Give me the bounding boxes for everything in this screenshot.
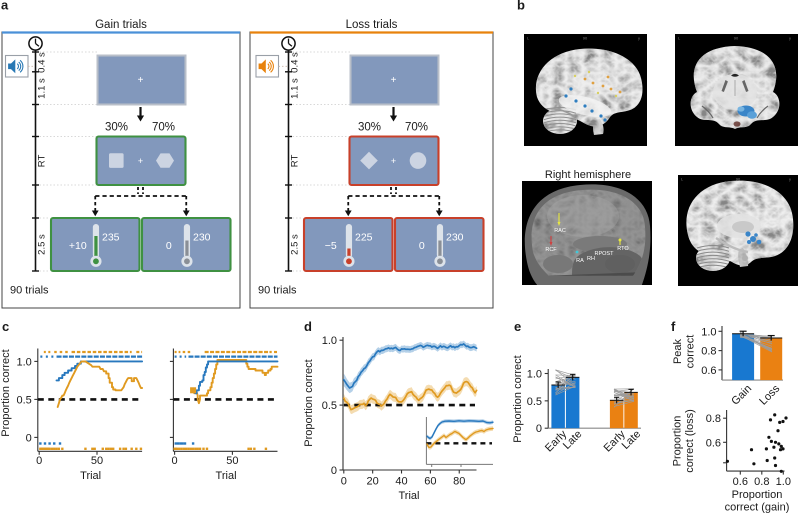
svg-text:1.0: 1.0 <box>527 369 542 381</box>
svg-text:L: L <box>527 36 530 41</box>
svg-text:+: + <box>138 75 144 86</box>
svg-text:L: L <box>681 177 684 182</box>
svg-text:90 trials: 90 trials <box>10 285 49 297</box>
svg-text:30%: 30% <box>358 122 381 134</box>
svg-text:Loss trials: Loss trials <box>346 19 398 31</box>
svg-text:d: d <box>304 319 312 334</box>
svg-text:0: 0 <box>419 240 425 252</box>
svg-text:1.0: 1.0 <box>17 356 32 368</box>
svg-text:70%: 70% <box>405 122 428 134</box>
svg-text:f: f <box>671 319 676 334</box>
svg-text:b: b <box>517 0 525 13</box>
svg-text:y: y <box>789 177 791 182</box>
svg-text:e: e <box>514 319 521 334</box>
svg-text:30%: 30% <box>105 122 128 134</box>
svg-text:230: 230 <box>446 232 464 244</box>
svg-text:RT: RT <box>290 155 301 168</box>
svg-text:1.0: 1.0 <box>701 326 716 338</box>
svg-text:Proportion: Proportion <box>732 489 783 501</box>
svg-text:0: 0 <box>26 432 32 444</box>
svg-text:0.5: 0.5 <box>527 396 542 408</box>
svg-text:L: L <box>678 36 681 41</box>
svg-text:0: 0 <box>536 423 542 435</box>
svg-text:80: 80 <box>453 476 465 488</box>
svg-text:90: 90 <box>583 36 588 41</box>
svg-text:RT: RT <box>37 155 48 168</box>
svg-text:+: + <box>391 156 396 166</box>
svg-text:60: 60 <box>424 476 436 488</box>
svg-text:0: 0 <box>172 455 178 467</box>
svg-text:50: 50 <box>91 455 103 467</box>
svg-text:RCF: RCF <box>545 247 557 253</box>
svg-text:Late: Late <box>620 428 644 452</box>
svg-text:230: 230 <box>193 232 211 244</box>
svg-text:0: 0 <box>341 476 347 488</box>
svg-text:1.0: 1.0 <box>322 335 337 347</box>
svg-text:0.8: 0.8 <box>706 413 721 425</box>
svg-text:0.4 s: 0.4 s <box>290 52 301 73</box>
svg-text:Peak: Peak <box>672 338 684 364</box>
svg-text:Loss: Loss <box>757 382 782 407</box>
svg-text:Gain trials: Gain trials <box>95 19 147 31</box>
svg-text:RAC: RAC <box>554 228 566 234</box>
svg-text:Gain: Gain <box>729 383 754 408</box>
svg-text:40: 40 <box>395 476 407 488</box>
svg-text:Proportion: Proportion <box>672 416 684 467</box>
svg-text:Trial: Trial <box>80 470 101 482</box>
svg-text:0.6: 0.6 <box>701 365 716 377</box>
svg-text:0.5: 0.5 <box>17 394 32 406</box>
svg-text:a: a <box>1 0 9 13</box>
svg-text:0.6: 0.6 <box>706 437 721 449</box>
svg-text:70%: 70% <box>152 122 175 134</box>
svg-text:225: 225 <box>355 232 373 244</box>
svg-text:y: y <box>638 36 640 41</box>
svg-text:0.8: 0.8 <box>701 346 716 358</box>
svg-text:y: y <box>789 36 791 41</box>
svg-text:1.1 s: 1.1 s <box>290 78 301 99</box>
svg-text:0: 0 <box>36 455 42 467</box>
svg-text:2.5 s: 2.5 s <box>290 234 301 255</box>
svg-text:+10: +10 <box>69 240 87 252</box>
svg-text:Proportion correct: Proportion correct <box>0 349 12 436</box>
svg-text:+: + <box>138 156 143 166</box>
svg-text:RH: RH <box>587 256 595 262</box>
svg-text:90 trials: 90 trials <box>258 285 297 297</box>
svg-text:−5: −5 <box>325 240 337 252</box>
svg-text:correct: correct <box>685 335 697 369</box>
svg-text:0: 0 <box>331 465 337 477</box>
svg-text:c: c <box>2 319 9 334</box>
svg-text:1.1 s: 1.1 s <box>37 78 48 99</box>
svg-text:0.8: 0.8 <box>754 476 769 488</box>
svg-text:0.6: 0.6 <box>733 476 748 488</box>
svg-text:0: 0 <box>166 240 172 252</box>
svg-text:20: 20 <box>367 476 379 488</box>
svg-text:Late: Late <box>561 428 585 452</box>
svg-text:2.5 s: 2.5 s <box>37 234 48 255</box>
svg-text:0.4 s: 0.4 s <box>37 52 48 73</box>
svg-text:90: 90 <box>734 36 739 41</box>
svg-text:Right hemisphere: Right hemisphere <box>545 169 631 181</box>
svg-text:Proportion correct: Proportion correct <box>512 355 524 442</box>
svg-text:RA: RA <box>576 258 584 264</box>
svg-text:235: 235 <box>102 232 120 244</box>
svg-text:50: 50 <box>226 455 238 467</box>
svg-text:correct (gain): correct (gain) <box>725 502 790 513</box>
svg-text:0.5: 0.5 <box>322 400 337 412</box>
svg-text:RPOST: RPOST <box>595 251 615 257</box>
svg-text:1.0: 1.0 <box>776 476 791 488</box>
svg-text:Trial: Trial <box>399 490 420 502</box>
svg-text:RTO: RTO <box>617 246 629 252</box>
svg-text:Trial: Trial <box>216 470 237 482</box>
svg-text:+: + <box>391 75 397 86</box>
svg-text:90: 90 <box>736 177 741 182</box>
svg-text:correct (loss): correct (loss) <box>684 409 696 473</box>
svg-text:Proportion correct: Proportion correct <box>303 359 315 446</box>
